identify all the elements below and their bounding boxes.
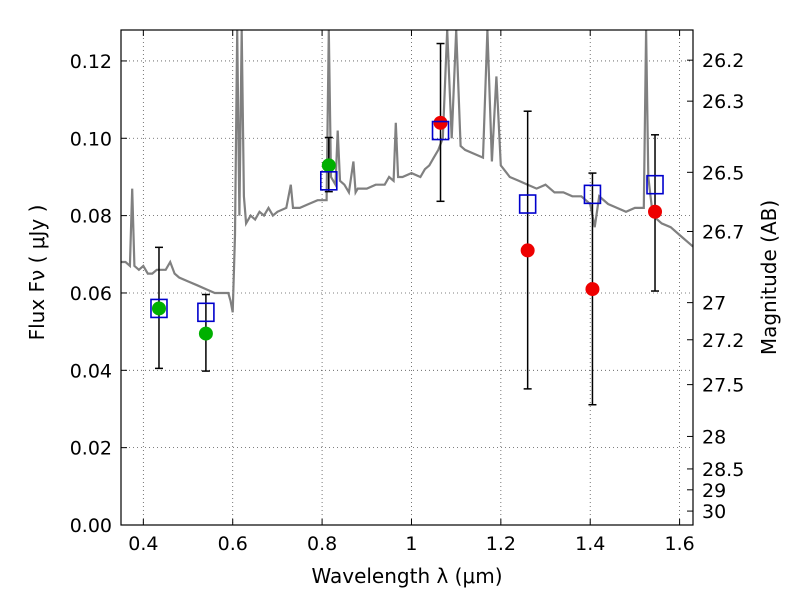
- model-square: [583, 184, 602, 205]
- magnitude-tick-label: 28: [702, 426, 726, 448]
- error-bars: [154, 42, 660, 406]
- y-tick-label: 0.10: [70, 128, 112, 150]
- magnitude-tick-label: 28.5: [702, 459, 744, 481]
- magnitude-tick-label: 30: [702, 501, 726, 523]
- magnitude-tick-label: 29: [702, 480, 726, 502]
- x-axis-ticks: 0.4 0.6 0.8 1 1.2 1.4 1.6: [128, 30, 695, 555]
- y-tick-label: 0.06: [70, 283, 112, 305]
- model-square: [319, 171, 338, 191]
- data-point: [433, 115, 448, 130]
- x-tick-label: 0.8: [307, 533, 337, 555]
- model-square: [518, 194, 537, 214]
- y-tick-label: 0.08: [70, 206, 112, 228]
- y-tick-label: 0.04: [70, 360, 112, 382]
- x-tick-label: 1.4: [575, 533, 605, 555]
- y-axis-label: Flux Fν ( μJy ): [25, 205, 49, 341]
- model-square: [646, 174, 664, 195]
- magnitude-tick-label: 26.3: [702, 91, 744, 113]
- magnitude-tick-label: 26.7: [702, 221, 744, 243]
- plot-frame: [120, 29, 694, 526]
- data-point: [321, 158, 336, 173]
- model-square: [150, 298, 168, 319]
- magnitude-tick-label: 27.2: [702, 330, 744, 352]
- data-point: [585, 282, 600, 297]
- data-point: [198, 326, 213, 341]
- magnitude-tick-label: 26.5: [702, 162, 744, 184]
- x-tick-label: 1.2: [486, 533, 516, 555]
- model-square: [431, 120, 450, 141]
- x-axis-label: Wavelength λ (μm): [311, 564, 502, 588]
- model-squares: [150, 120, 664, 323]
- magnitude-tick-label: 27: [702, 293, 726, 315]
- magnitude-tick-label: 27.5: [702, 375, 744, 397]
- data-point: [648, 204, 663, 219]
- x-tick-label: 0.6: [218, 533, 248, 555]
- model-square: [197, 302, 215, 323]
- grid-lines: [121, 30, 693, 526]
- data-point: [520, 243, 535, 258]
- magnitude-tick-label: 26.2: [702, 50, 744, 72]
- photometry-points: [151, 115, 663, 341]
- x-tick-label: 0.4: [128, 533, 158, 555]
- x-tick-label: 1: [405, 533, 417, 555]
- y-tick-label: 0.00: [70, 515, 112, 537]
- y-tick-label: 0.02: [70, 438, 112, 460]
- y-tick-label: 0.12: [70, 51, 112, 73]
- spectrum-line: [121, 29, 694, 313]
- data-point: [151, 301, 166, 316]
- x-tick-label: 1.6: [664, 533, 694, 555]
- y-axis-ticks: 0.00 0.02 0.04 0.06 0.08 0.10 0.12: [70, 51, 127, 537]
- magnitude-axis-label: Magnitude (AB): [757, 200, 781, 355]
